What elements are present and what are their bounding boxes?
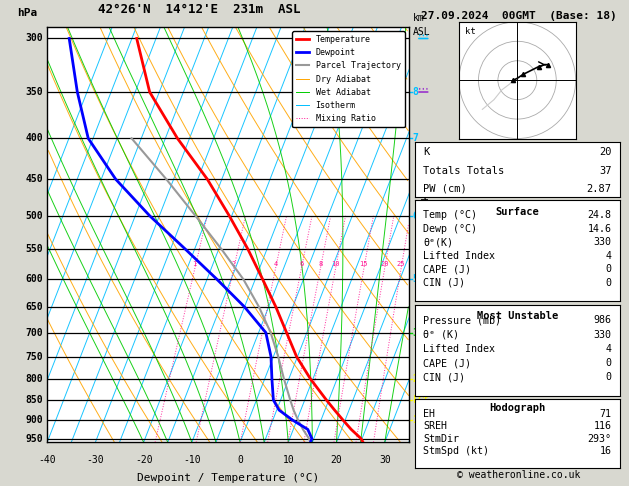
Text: 6: 6: [413, 211, 418, 221]
Text: 500: 500: [25, 211, 43, 221]
Text: 5: 5: [413, 274, 418, 284]
Text: 350: 350: [25, 87, 43, 97]
Text: Dewp (°C): Dewp (°C): [423, 224, 477, 234]
Text: -40: -40: [38, 455, 56, 465]
Text: Temp (°C): Temp (°C): [423, 210, 477, 220]
Text: 300: 300: [25, 34, 43, 44]
Text: 330: 330: [593, 237, 611, 247]
Text: StmDir: StmDir: [423, 434, 459, 444]
Text: 10: 10: [331, 261, 340, 267]
Text: Totals Totals: Totals Totals: [423, 166, 504, 175]
Text: 10: 10: [282, 455, 294, 465]
Text: θᵉ(K): θᵉ(K): [423, 237, 454, 247]
Text: 16: 16: [599, 446, 611, 456]
Text: 4: 4: [605, 344, 611, 354]
Text: 20: 20: [599, 147, 611, 157]
Text: ASL: ASL: [413, 27, 430, 37]
Text: Lifted Index: Lifted Index: [423, 344, 495, 354]
Text: kt: kt: [465, 27, 476, 35]
Text: 400: 400: [25, 133, 43, 143]
Text: LCL: LCL: [413, 395, 430, 405]
Text: Most Unstable: Most Unstable: [477, 311, 558, 321]
Text: PW (cm): PW (cm): [423, 184, 467, 193]
Text: 450: 450: [25, 174, 43, 184]
Text: 4: 4: [605, 251, 611, 261]
Text: 293°: 293°: [587, 434, 611, 444]
Text: 3: 3: [413, 328, 418, 338]
Text: 27.09.2024  00GMT  (Base: 18): 27.09.2024 00GMT (Base: 18): [421, 11, 617, 21]
Text: 0: 0: [605, 358, 611, 368]
Text: 2: 2: [231, 261, 236, 267]
Text: 900: 900: [25, 415, 43, 425]
Text: 986: 986: [593, 315, 611, 325]
Text: Mixing Ratio (g/kg): Mixing Ratio (g/kg): [421, 183, 430, 286]
Text: Hodograph: Hodograph: [489, 403, 545, 414]
Text: 0: 0: [605, 372, 611, 382]
Text: 330: 330: [593, 330, 611, 340]
Text: 650: 650: [25, 302, 43, 312]
Text: CIN (J): CIN (J): [423, 278, 465, 288]
Text: 4: 4: [273, 261, 277, 267]
Text: 0: 0: [605, 278, 611, 288]
Text: 20: 20: [331, 455, 342, 465]
Text: 20: 20: [381, 261, 389, 267]
Text: Lifted Index: Lifted Index: [423, 251, 495, 261]
Text: 2: 2: [413, 374, 418, 384]
Text: 1: 1: [192, 261, 197, 267]
Text: hPa: hPa: [17, 8, 37, 18]
Text: 30: 30: [379, 455, 391, 465]
Text: 0: 0: [237, 455, 243, 465]
Text: SREH: SREH: [423, 421, 447, 431]
Text: 8: 8: [318, 261, 323, 267]
Text: 950: 950: [25, 434, 43, 444]
Text: θᵉ (K): θᵉ (K): [423, 330, 459, 340]
Text: 14.6: 14.6: [587, 224, 611, 234]
Text: 116: 116: [593, 421, 611, 431]
Text: 24.8: 24.8: [587, 210, 611, 220]
Text: 700: 700: [25, 328, 43, 338]
Text: 71: 71: [599, 409, 611, 419]
Text: 15: 15: [360, 261, 368, 267]
Text: Dewpoint / Temperature (°C): Dewpoint / Temperature (°C): [137, 473, 319, 484]
Text: 7: 7: [413, 133, 418, 143]
Text: © weatheronline.co.uk: © weatheronline.co.uk: [457, 470, 581, 480]
Text: 600: 600: [25, 274, 43, 284]
Text: 0: 0: [605, 264, 611, 274]
Text: StmSpd (kt): StmSpd (kt): [423, 446, 489, 456]
Text: 750: 750: [25, 351, 43, 362]
Text: 37: 37: [599, 166, 611, 175]
Text: -30: -30: [87, 455, 104, 465]
Text: K: K: [423, 147, 430, 157]
Text: EH: EH: [423, 409, 435, 419]
Text: 6: 6: [299, 261, 303, 267]
Text: 8: 8: [413, 87, 418, 97]
Text: 1: 1: [413, 415, 418, 425]
Text: 42°26'N  14°12'E  231m  ASL: 42°26'N 14°12'E 231m ASL: [98, 3, 300, 17]
Text: -10: -10: [183, 455, 201, 465]
Text: 550: 550: [25, 244, 43, 254]
Text: 2.87: 2.87: [586, 184, 611, 193]
Text: CIN (J): CIN (J): [423, 372, 465, 382]
Text: 850: 850: [25, 395, 43, 405]
Text: -20: -20: [135, 455, 152, 465]
Text: Surface: Surface: [496, 208, 539, 217]
Text: CAPE (J): CAPE (J): [423, 264, 471, 274]
Text: CAPE (J): CAPE (J): [423, 358, 471, 368]
Text: Pressure (mb): Pressure (mb): [423, 315, 501, 325]
Text: 800: 800: [25, 374, 43, 384]
Text: 25: 25: [397, 261, 405, 267]
Legend: Temperature, Dewpoint, Parcel Trajectory, Dry Adiabat, Wet Adiabat, Isotherm, Mi: Temperature, Dewpoint, Parcel Trajectory…: [292, 31, 404, 127]
Text: km: km: [413, 13, 424, 22]
